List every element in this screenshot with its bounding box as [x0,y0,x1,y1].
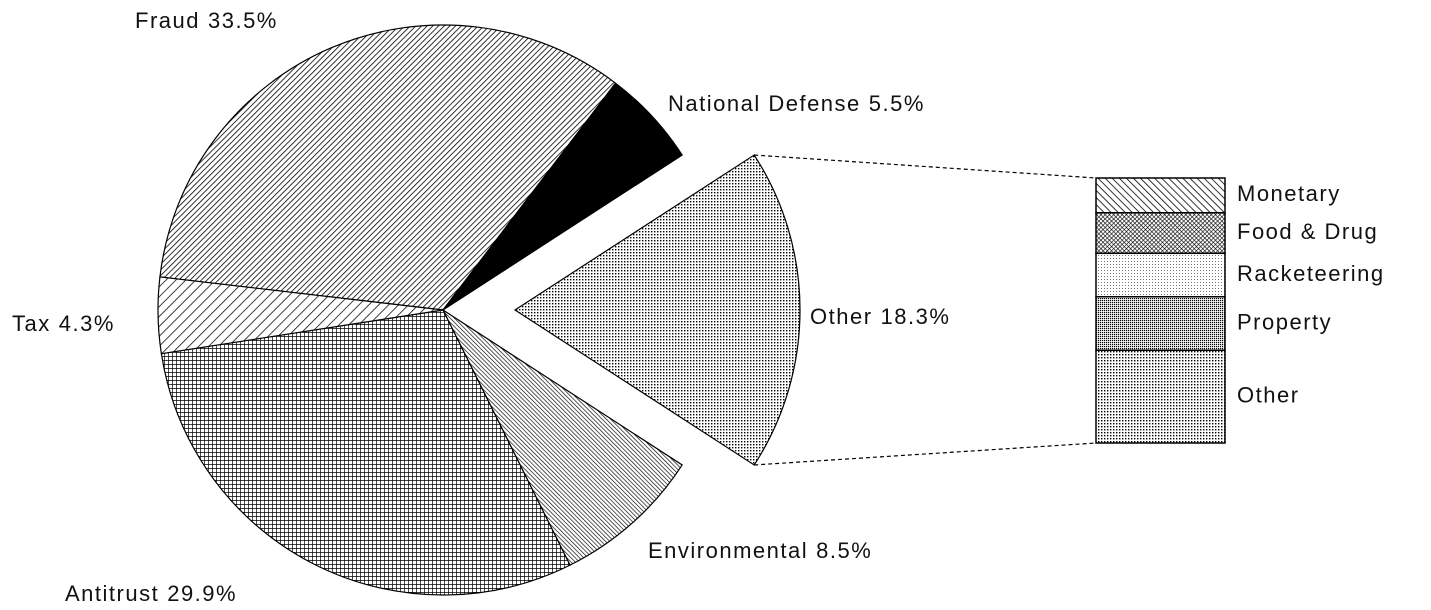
pie-slice [160,309,571,596]
slice-label: Antitrust 29.9% [65,581,237,606]
breakdown-label: Racketeering [1237,261,1385,286]
pie-slice [513,154,801,466]
slice-value: 4.3% [59,311,115,336]
breakdown-label: Monetary [1237,181,1341,206]
breakdown-segment [1095,177,1226,214]
slice-label: National Defense 5.5% [668,91,925,116]
connector [754,154,1097,179]
pie-slice [157,276,444,355]
slice-label: Other 18.3% [810,304,950,329]
slice-name: Antitrust [65,581,159,606]
slice-value: 18.3% [881,304,951,329]
slice-label: Environmental 8.5% [648,538,872,563]
slice-name: Fraud [135,8,200,33]
connector [754,442,1097,466]
slice-value: 8.5% [816,538,872,563]
pie-slice [441,308,684,566]
slice-name: Other [810,304,873,329]
breakdown-segment [1095,349,1226,444]
pie-slice [159,24,617,311]
slice-label: Tax 4.3% [12,311,115,336]
slice-value: 5.5% [869,91,925,116]
slice-value: 33.5% [208,8,278,33]
slice-name: National Defense [668,91,861,116]
slice-value: 29.9% [167,581,237,606]
breakdown-label: Property [1237,309,1332,334]
breakdown-segment [1095,212,1226,255]
breakdown-segment [1095,252,1226,298]
breakdown-segment [1095,295,1226,352]
breakdown-label: Food & Drug [1237,219,1378,244]
slice-name: Environmental [648,538,808,563]
pie-slice [442,82,684,311]
slice-name: Tax [12,311,51,336]
breakdown-label: Other [1237,382,1300,407]
slice-label: Fraud 33.5% [135,8,278,33]
